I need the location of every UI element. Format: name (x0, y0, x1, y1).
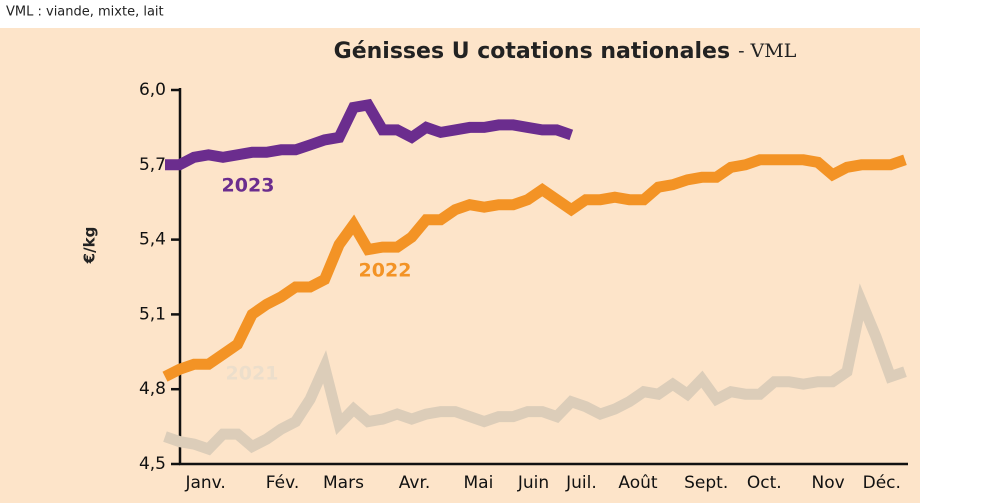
x-tick-label: Nov (812, 473, 845, 493)
x-tick-label: Déc. (863, 473, 901, 493)
series-line (165, 98, 574, 171)
x-tick-label: Juil. (565, 473, 597, 493)
y-tick-label: 5,4 (139, 230, 166, 250)
y-tick-label: 4,5 (139, 454, 166, 474)
series-label: 2023 (222, 175, 275, 197)
top-note: VML : viande, mixte, lait (6, 5, 164, 20)
x-tick-label: Janv. (184, 473, 225, 493)
y-tick-label: 5,7 (139, 155, 166, 175)
series-label: 2022 (359, 260, 412, 282)
chart-background (0, 28, 920, 503)
x-tick-label: Oct. (747, 473, 782, 493)
y-tick-label: 5,1 (139, 304, 166, 324)
x-tick-label: Fév. (266, 473, 299, 493)
y-tick-label: 4,8 (139, 379, 166, 399)
x-tick-label: Juin (517, 473, 549, 493)
series-label: 2021 (226, 363, 279, 385)
x-tick-label: Sept. (684, 473, 728, 493)
y-tick-label: 6,0 (139, 80, 166, 100)
x-tick-label: Mai (464, 473, 494, 493)
x-tick-label: Avr. (399, 473, 431, 493)
series-line (163, 283, 907, 456)
x-tick-label: Mars (323, 473, 364, 493)
title: Génisses U cotations nationales (334, 39, 730, 64)
y-axis-label: €/kg (81, 227, 99, 265)
series-line (162, 154, 907, 382)
chart-title: Génisses U cotations nationales - VML (334, 39, 797, 64)
subtitle: - VML (738, 40, 797, 62)
x-tick-label: Août (618, 473, 658, 493)
